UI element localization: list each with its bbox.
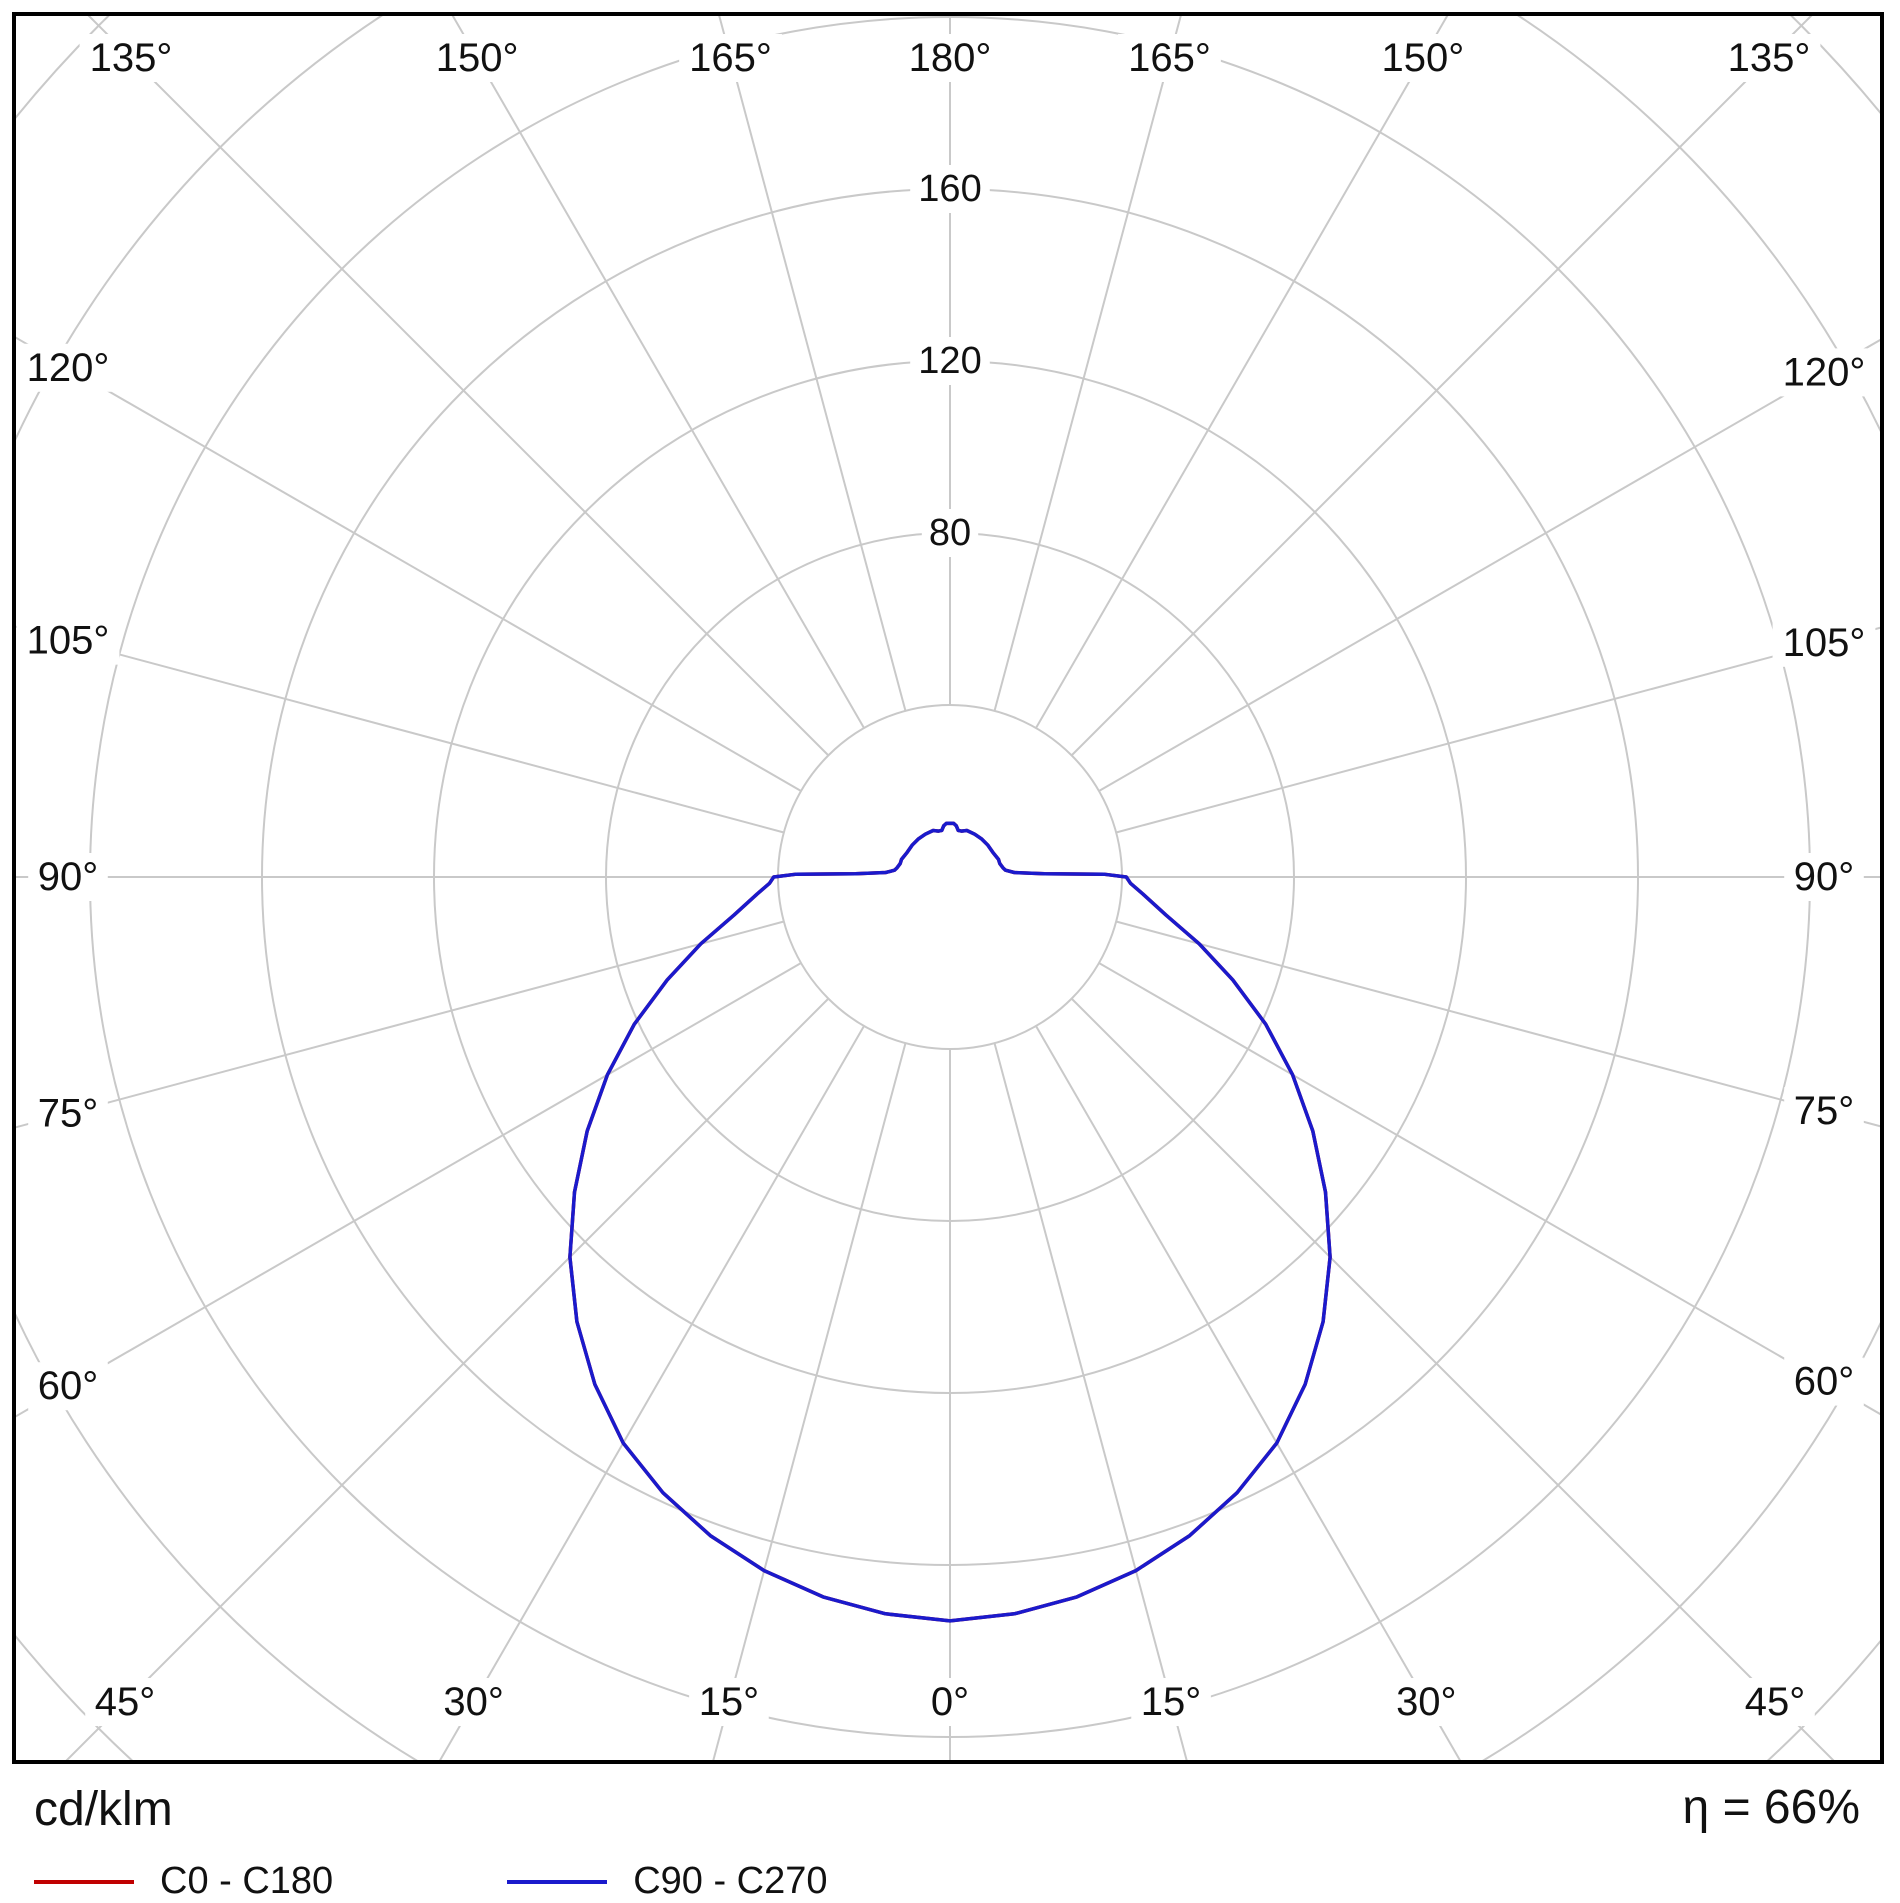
legend-line-blue-icon: [507, 1879, 608, 1884]
grid-spoke: [16, 336, 802, 792]
angle-tick-label-bg: [1772, 618, 1876, 667]
angle-tick-label-bg: [85, 1678, 165, 1726]
angle-tick-label-bg: [921, 1678, 979, 1726]
angle-tick-label: 105°: [1783, 621, 1866, 665]
angle-tick-label: 90°: [1794, 855, 1855, 899]
angle-tick-label: 135°: [90, 36, 173, 80]
grid-spoke: [718, 16, 907, 712]
angle-tick-label: 60°: [38, 1364, 99, 1408]
ring-value-label-bg: [921, 509, 979, 557]
angle-tick-label: 75°: [38, 1091, 99, 1135]
grid-spoke: [16, 962, 802, 1418]
angle-tick-label-bg: [1386, 1678, 1467, 1726]
grid-spoke: [16, 920, 785, 1129]
angle-tick-label: 150°: [436, 36, 519, 80]
grid-spoke: [1115, 920, 1880, 1128]
legend-item-c90-c270: C90 - C270: [507, 1860, 828, 1903]
angle-tick-label: 0°: [931, 1680, 969, 1724]
curves: [568, 821, 1332, 1623]
angle-tick-label-bg: [1784, 1087, 1864, 1136]
angle-tick-label-bg: [16, 343, 120, 392]
curve-c90-c270: [568, 821, 1332, 1623]
grid-spoke: [1035, 16, 1449, 729]
angle-tick-label: 45°: [1745, 1680, 1806, 1724]
angle-tick-label-bg: [28, 853, 108, 901]
angle-tick-label-bg: [898, 34, 1002, 82]
ring-value-label: 160: [918, 168, 981, 210]
angle-tick-label: 30°: [1396, 1680, 1457, 1724]
legend-label-c0-c180: C0 - C180: [160, 1860, 334, 1902]
angle-tick-label: 75°: [1794, 1089, 1855, 1133]
grid-spoke: [1070, 997, 1835, 1760]
grid-spoke: [16, 625, 785, 834]
legend: C0 - C180 C90 - C270: [34, 1860, 828, 1903]
angle-tick-label-bg: [79, 34, 183, 82]
ring-value-label: 120: [918, 340, 981, 382]
angle-tick-label: 60°: [1794, 1360, 1855, 1404]
grid: [16, 16, 1880, 1760]
grid-ring: [777, 704, 1123, 1050]
grid-spoke: [1070, 16, 1813, 757]
angle-tick-label-bg: [679, 34, 782, 82]
polar-plot-area: 0° 15° 15° 30° 30° 45° 45° 60° 60° 75° 75° 90° 90° 10…: [12, 12, 1884, 1764]
angle-tick-label-bg: [689, 1678, 769, 1726]
unit-label: cd/klm: [34, 1783, 173, 1836]
labels: 0° 15° 15° 30° 30° 45° 45° 60° 60° 75° 75° 90° 90° 10…: [16, 34, 1876, 1726]
grid-spoke: [993, 1042, 1188, 1760]
legend-item-c0-c180: C0 - C180: [34, 1860, 333, 1903]
angle-tick-label: 135°: [1728, 36, 1811, 80]
ring-value-label-bg: [910, 165, 990, 213]
ring-value-label-bg: [910, 337, 990, 385]
efficiency-label: η = 66%: [1682, 1781, 1860, 1834]
grid-spoke: [993, 16, 1182, 712]
grid-spoke: [451, 16, 865, 729]
angle-tick-label-bg: [1772, 348, 1876, 397]
angle-tick-label-bg: [1717, 34, 1821, 82]
angle-tick-label-bg: [1131, 1678, 1211, 1726]
grid-spoke: [439, 1025, 865, 1760]
angle-tick-label: 105°: [27, 619, 110, 663]
angle-tick-label: 165°: [689, 36, 772, 80]
angle-tick-label-bg: [1784, 853, 1864, 901]
angle-tick-label-bg: [1735, 1678, 1815, 1726]
angle-tick-label-bg: [28, 1089, 108, 1138]
angle-tick-label: 30°: [443, 1680, 504, 1724]
grid-spoke: [1035, 1025, 1461, 1760]
grid-spoke: [712, 1042, 907, 1760]
legend-line-red-icon: [34, 1879, 134, 1884]
angle-tick-label: 90°: [38, 855, 99, 899]
grid-spoke: [1115, 626, 1880, 834]
grid-ring: [16, 16, 1880, 1760]
grid-spoke: [1098, 338, 1880, 792]
angle-tick-label-bg: [16, 616, 120, 665]
angle-tick-label: 150°: [1381, 36, 1464, 80]
grid-ring: [16, 16, 1880, 1760]
angle-tick-label: 120°: [1783, 350, 1866, 394]
polar-chart: 0° 15° 15° 30° 30° 45° 45° 60° 60° 75° 75° 90° 90° 10…: [16, 16, 1880, 1760]
angle-tick-label: 15°: [1141, 1680, 1202, 1724]
angle-tick-label: 165°: [1128, 36, 1211, 80]
legend-label-c90-c270: C90 - C270: [633, 1860, 828, 1902]
ring-value-label: 80: [929, 512, 971, 554]
grid-spoke: [65, 997, 830, 1760]
angle-tick-label: 180°: [909, 36, 992, 80]
angle-tick-label-bg: [1371, 34, 1475, 82]
angle-tick-label-bg: [28, 1362, 108, 1411]
angle-tick-label-bg: [425, 34, 529, 82]
grid-spoke: [87, 16, 830, 757]
angle-tick-label: 15°: [699, 1680, 760, 1724]
angle-tick-label-bg: [1118, 34, 1221, 82]
angle-tick-label: 45°: [95, 1680, 156, 1724]
chart-footer: cd/klm η = 66% C0 - C180 C90 - C270: [0, 1768, 1900, 1903]
grid-spoke: [1098, 962, 1880, 1416]
angle-tick-label: 120°: [27, 346, 110, 390]
angle-tick-label-bg: [433, 1678, 514, 1726]
angle-tick-label-bg: [1784, 1357, 1864, 1406]
